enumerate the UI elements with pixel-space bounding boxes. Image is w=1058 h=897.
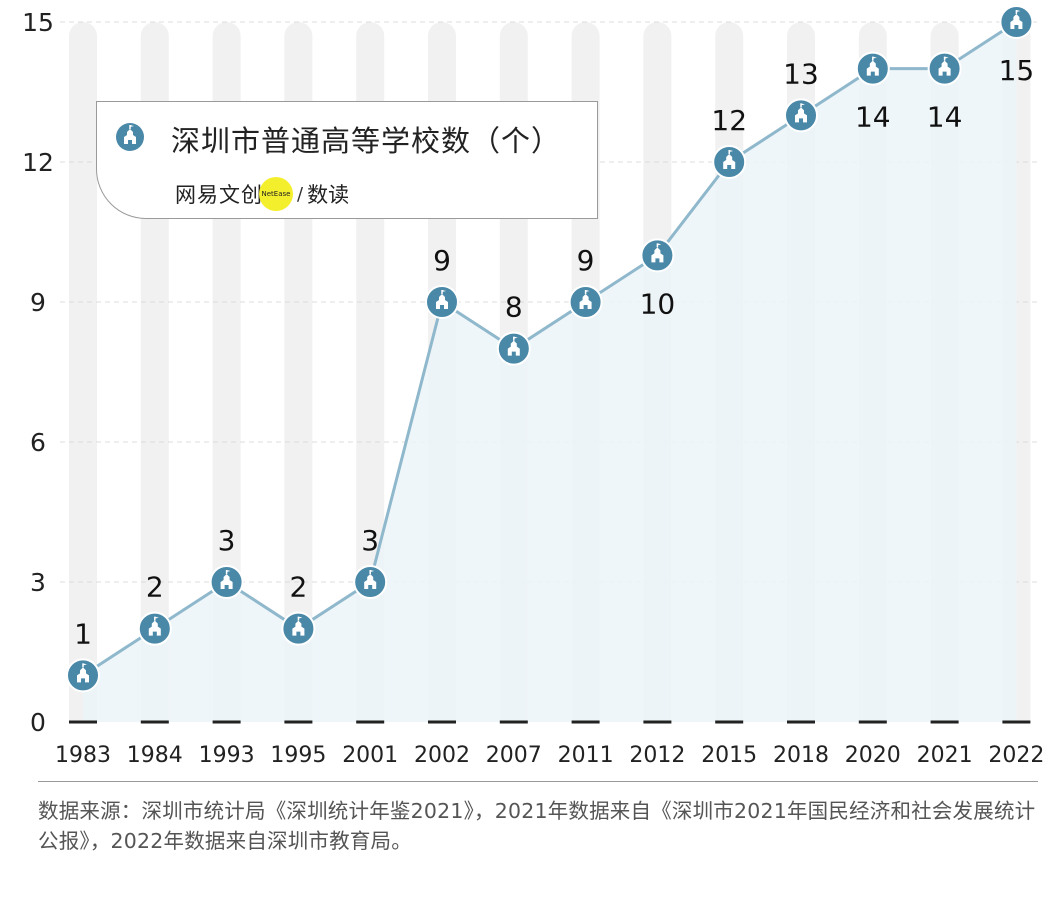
x-tick-label: 2002	[414, 743, 470, 768]
data-label: 1	[74, 617, 92, 650]
marker-flag	[872, 56, 877, 59]
marker-building	[866, 60, 879, 76]
data-label: 3	[218, 524, 236, 557]
data-label: 14	[927, 101, 963, 134]
school-marker-icon	[568, 285, 603, 319]
marker-building	[220, 574, 233, 589]
school-marker-icon	[137, 611, 172, 646]
data-label: 8	[505, 291, 523, 324]
marker-flag	[657, 243, 662, 246]
school-building-icon	[116, 123, 144, 151]
marker-building	[77, 667, 89, 683]
brand-name: 网易文创	[175, 183, 263, 207]
marker-flag	[226, 570, 231, 572]
x-tick-label: 2001	[342, 743, 398, 768]
school-marker-icon	[855, 51, 890, 86]
marker-building	[579, 294, 592, 309]
marker-building	[292, 620, 305, 636]
marker-flag	[83, 663, 87, 666]
marker-flag	[442, 290, 446, 292]
source-note: 数据来源：深圳市统计局《深圳统计年鉴2021》，2021年数据来自《深圳市202…	[38, 799, 1036, 853]
data-label: 12	[711, 104, 747, 137]
marker-flag	[154, 616, 159, 619]
area-fill	[83, 22, 1017, 722]
school-marker-icon	[640, 238, 675, 273]
marker-building	[723, 154, 736, 169]
data-label: 13	[783, 57, 819, 90]
data-markers	[66, 5, 1034, 693]
school-marker-icon	[281, 611, 316, 646]
marker-building	[795, 107, 807, 123]
data-label: 2	[289, 571, 307, 604]
brand-badge-text: NetEase	[261, 190, 291, 198]
data-label: 3	[361, 524, 379, 557]
y-tick-label: 9	[30, 288, 46, 317]
x-tick-label: 2015	[701, 743, 757, 768]
marker-flag	[370, 570, 375, 572]
source-divider	[38, 781, 1038, 782]
legend-box: 深圳市普通高等学校数（个） 网易文创 NetEase / 数读	[96, 101, 598, 219]
brand-logo: 网易文创 NetEase / 数读	[175, 174, 349, 214]
marker-building	[148, 620, 161, 636]
marker-flag	[801, 103, 805, 106]
x-tick-label: 2011	[558, 743, 614, 768]
school-marker-icon	[999, 5, 1034, 39]
marker-building	[938, 60, 951, 76]
marker-flag	[729, 150, 734, 152]
brand-subtitle: 数读	[307, 183, 350, 207]
y-axis-ticks: 0 3 6 9 12 15	[22, 8, 54, 737]
brand-separator: /	[297, 183, 304, 205]
x-tick-label: 1995	[270, 743, 326, 768]
legend-title: 深圳市普通高等学校数（个）	[171, 124, 562, 158]
marker-flag	[298, 616, 303, 619]
school-marker-icon	[425, 285, 459, 319]
data-label: 15	[999, 54, 1035, 87]
x-axis-ticks: 1983 1984 1993 1995 2001 2002 2007 2011 2012 2015…	[55, 743, 1044, 768]
school-marker-icon	[66, 658, 100, 693]
school-marker-icon	[927, 51, 962, 86]
data-label: 2	[146, 571, 164, 604]
school-marker-icon	[209, 565, 244, 599]
school-marker-icon	[784, 98, 818, 133]
data-label: 10	[640, 287, 676, 320]
data-label: 9	[577, 244, 595, 277]
y-tick-label: 0	[30, 708, 46, 737]
y-tick-label: 3	[30, 568, 46, 597]
marker-building	[364, 574, 377, 589]
school-marker-icon	[496, 331, 531, 366]
x-tick-label: 1993	[199, 743, 255, 768]
marker-flag	[585, 290, 590, 292]
y-tick-label: 6	[30, 428, 46, 457]
x-tick-label: 2018	[773, 743, 829, 768]
column-band	[69, 22, 97, 722]
marker-building	[436, 294, 448, 309]
x-tick-label: 1984	[127, 743, 183, 768]
y-tick-label: 12	[22, 148, 54, 177]
marker-building	[1010, 14, 1023, 29]
school-marker-icon	[712, 145, 747, 179]
brand-badge: NetEase	[259, 177, 293, 211]
x-tick-label: 2012	[629, 743, 685, 768]
data-label: 9	[433, 244, 451, 277]
x-tick-label: 2007	[486, 743, 542, 768]
school-marker-icon	[353, 565, 388, 599]
x-tick-label: 2021	[917, 743, 973, 768]
x-tick-label: 1983	[55, 743, 111, 768]
marker-flag	[513, 336, 518, 339]
marker-building	[651, 247, 664, 263]
x-tick-label: 2022	[988, 743, 1044, 768]
y-tick-label: 15	[22, 8, 54, 37]
marker-flag	[1016, 10, 1021, 12]
marker-flag	[944, 56, 949, 59]
marker-building	[507, 340, 520, 356]
x-tick-label: 2020	[845, 743, 901, 768]
data-label: 14	[855, 101, 891, 134]
